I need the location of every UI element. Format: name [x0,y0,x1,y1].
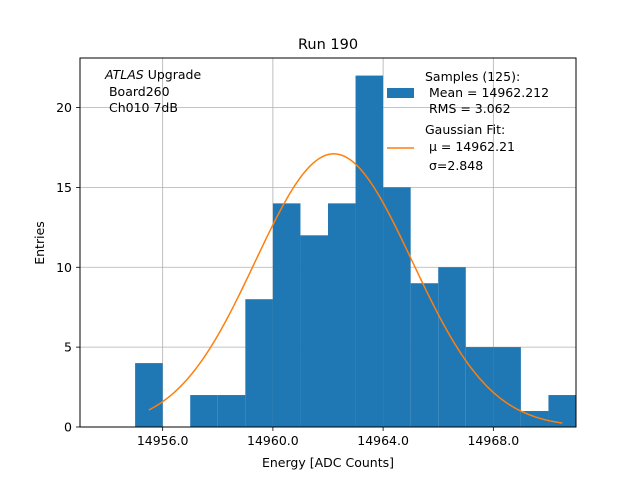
upgrade-label: Upgrade [144,67,202,82]
legend-fit-mu: μ = 14962.21 [425,139,515,154]
histogram-bar [465,347,494,427]
x-tick-label: 14964.0 [357,433,409,448]
histogram-bar [135,363,163,427]
histogram-bar [438,267,466,427]
legend-samples-header: Samples (125): [425,69,520,84]
axis-ticks: 14956.0 14960.0 14964.0 14968.0 0 5 10 15 20 [56,100,519,448]
run-annotation: ATLAS Upgrade Board260 Ch010 7dB [104,67,201,115]
histogram-bar [217,395,246,427]
y-tick-label: 15 [56,180,72,195]
legend: Samples (125): Mean = 14962.212 RMS = 3.… [387,69,549,173]
histogram-bar [410,283,439,427]
x-tick-label: 14960.0 [247,433,299,448]
experiment-label: ATLAS [104,67,144,82]
gaussian-fit [148,153,563,424]
legend-samples-mean: Mean = 14962.212 [425,85,549,100]
histogram-bar [383,187,411,427]
y-tick-label: 10 [56,260,72,275]
svg-text:ATLAS Upgrade: ATLAS Upgrade [104,67,201,82]
x-axis-label: Energy [ADC Counts] [262,455,394,470]
legend-fit-header: Gaussian Fit: [425,122,505,137]
board-label: Board260 [105,84,170,99]
histogram-bar [355,75,384,428]
chart-title: Run 190 [298,37,358,53]
gaussian-fit-line [148,153,563,424]
legend-fit-sigma: σ=2.848 [425,158,483,173]
y-axis-label: Entries [32,221,47,265]
histogram-bar [245,299,273,427]
histogram-bar [272,203,301,427]
channel-label: Ch010 7dB [105,100,178,115]
plot-frame [79,57,577,428]
histogram-bar [300,235,328,427]
histogram-bar [328,203,356,427]
histogram-bar [190,395,218,427]
histogram-bar [520,411,549,427]
histogram-bar [548,395,576,427]
x-tick-label: 14956.0 [137,433,189,448]
y-tick-label: 0 [64,420,72,435]
y-tick-label: 20 [56,100,72,115]
histogram-bar [493,347,521,427]
legend-histogram-swatch [387,88,414,98]
histogram-bars [135,75,576,428]
legend-samples-rms: RMS = 3.062 [425,101,511,116]
y-tick-label: 5 [64,340,72,355]
x-tick-label: 14968.0 [467,433,519,448]
